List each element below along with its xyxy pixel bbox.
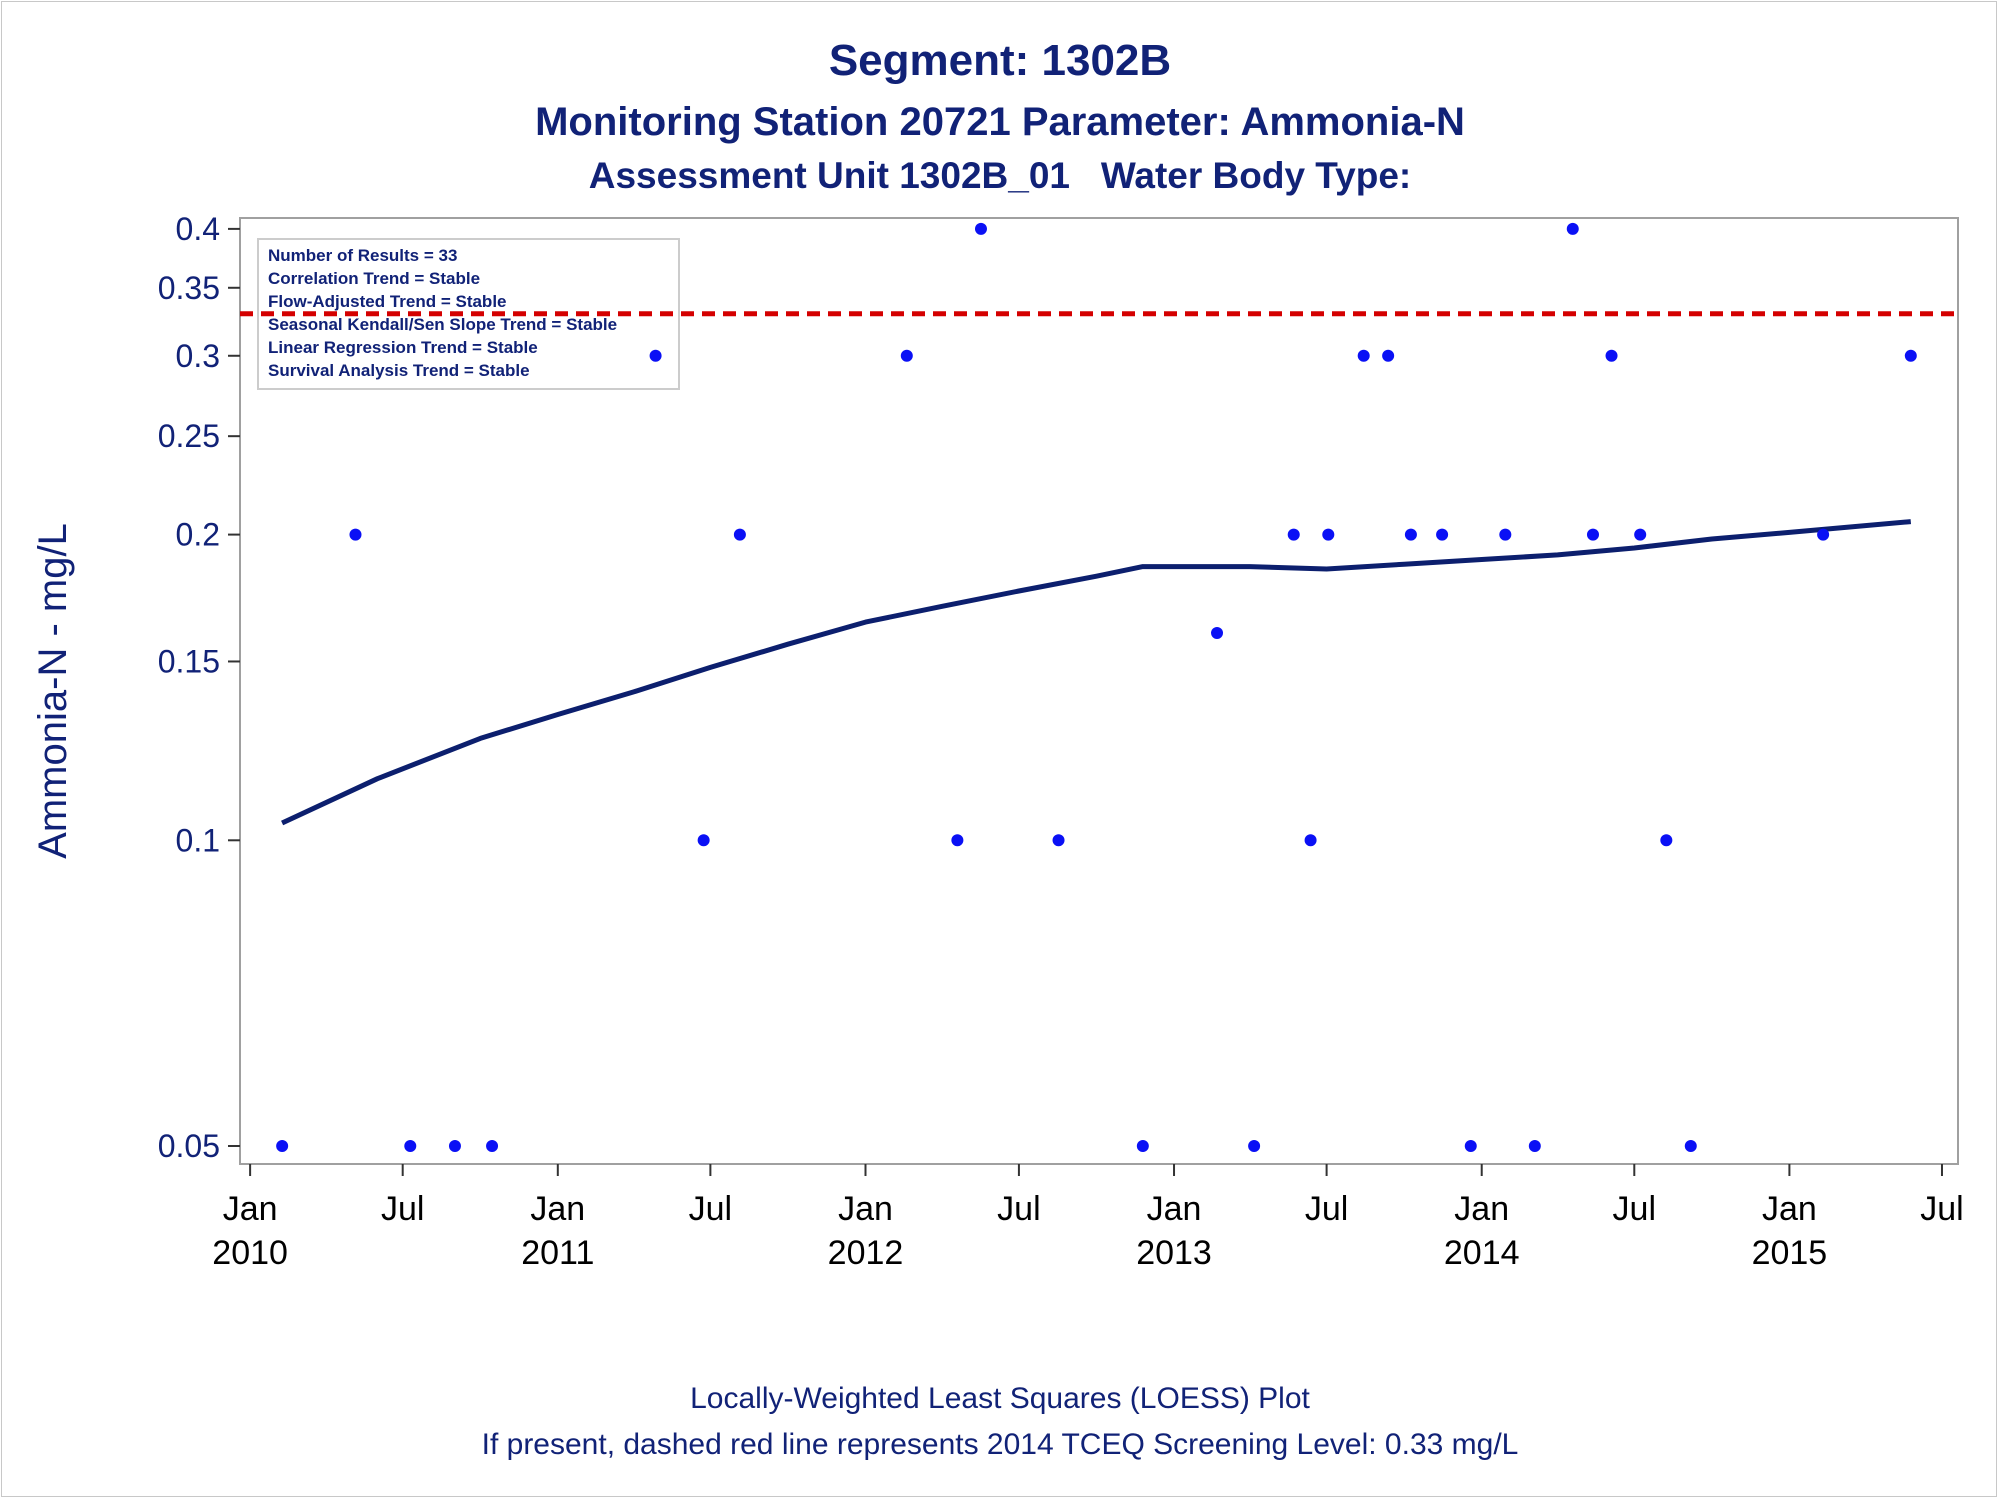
data-point xyxy=(349,528,362,541)
data-point xyxy=(1634,528,1647,541)
data-point xyxy=(697,834,710,847)
footnote-screening-level: If present, dashed red line represents 2… xyxy=(481,1428,1519,1461)
data-point xyxy=(1304,834,1317,847)
x-tick-label: Jan xyxy=(838,1190,893,1228)
loess-line xyxy=(281,519,1912,826)
x-tick-label: Jan xyxy=(1454,1190,1509,1228)
x-tick-label: Jan xyxy=(1147,1190,1202,1228)
data-point xyxy=(1248,1139,1261,1152)
data-point xyxy=(951,834,964,847)
chart-title: Segment: 1302B xyxy=(828,36,1172,85)
y-tick-label: 0.35 xyxy=(158,270,220,306)
stats-inset-line: Number of Results = 33 xyxy=(268,246,457,265)
x-tick-year-label: 2013 xyxy=(1136,1234,1212,1272)
data-point xyxy=(1464,1139,1477,1152)
stats-inset-line: Seasonal Kendall/Sen Slope Trend = Stabl… xyxy=(268,315,617,334)
data-point xyxy=(1357,349,1370,362)
y-tick-label: 0.1 xyxy=(176,822,220,858)
x-tick-label: Jan xyxy=(1762,1190,1817,1228)
x-tick-label: Jul xyxy=(381,1190,424,1228)
chart-subtitle-assessment: Assessment Unit 1302B_01 Water Body Type… xyxy=(588,155,1412,196)
x-tick-label: Jan xyxy=(223,1190,278,1228)
data-point xyxy=(1586,528,1599,541)
data-point xyxy=(1528,1139,1541,1152)
plot-area xyxy=(239,217,1959,1165)
data-point xyxy=(1052,834,1065,847)
x-tick-year-label: 2010 xyxy=(212,1234,288,1272)
x-tick-year-label: 2011 xyxy=(521,1234,594,1272)
data-point xyxy=(448,1139,461,1152)
data-point xyxy=(404,1139,417,1152)
stats-inset-line: Linear Regression Trend = Stable xyxy=(268,338,538,357)
y-tick-label: 0.4 xyxy=(176,211,220,247)
x-tick-label: Jul xyxy=(689,1190,732,1228)
stats-inset-box xyxy=(257,238,680,390)
data-point xyxy=(974,222,987,235)
data-point xyxy=(1136,1139,1149,1152)
data-point xyxy=(1684,1139,1697,1152)
x-tick-label: Jul xyxy=(1920,1190,1963,1228)
data-point xyxy=(1211,627,1224,640)
x-tick-label: Jan xyxy=(530,1190,585,1228)
data-point xyxy=(1817,528,1830,541)
data-point xyxy=(1404,528,1417,541)
stats-inset-line: Flow-Adjusted Trend = Stable xyxy=(268,292,507,311)
y-tick-label: 0.25 xyxy=(158,418,220,454)
data-point xyxy=(1566,222,1579,235)
y-axis-label: Ammonia-N - mg/L xyxy=(31,523,75,859)
y-tick-label: 0.15 xyxy=(158,643,220,679)
data-point xyxy=(1322,528,1335,541)
x-tick-label: Jul xyxy=(1305,1190,1348,1228)
y-tick-label: 0.3 xyxy=(176,338,220,374)
x-tick-year-label: 2012 xyxy=(828,1234,904,1272)
y-tick-label: 0.2 xyxy=(176,517,220,553)
data-point xyxy=(649,349,662,362)
stats-inset-line: Survival Analysis Trend = Stable xyxy=(268,361,530,380)
data-point xyxy=(1660,834,1673,847)
chart-subtitle-station: Monitoring Station 20721 Parameter: Ammo… xyxy=(535,100,1465,144)
x-tick-year-label: 2015 xyxy=(1752,1234,1828,1272)
y-tick-label: 0.05 xyxy=(158,1128,220,1164)
data-point xyxy=(486,1139,499,1152)
x-tick-label: Jul xyxy=(1613,1190,1656,1228)
data-point xyxy=(733,528,746,541)
data-point xyxy=(1287,528,1300,541)
data-point xyxy=(1904,349,1917,362)
data-point xyxy=(1382,349,1395,362)
data-point xyxy=(1436,528,1449,541)
footnote-loess: Locally-Weighted Least Squares (LOESS) P… xyxy=(690,1382,1310,1415)
x-tick-year-label: 2014 xyxy=(1444,1234,1520,1272)
data-point xyxy=(1499,528,1512,541)
data-point xyxy=(1605,349,1618,362)
data-point xyxy=(900,349,913,362)
x-tick-label: Jul xyxy=(997,1190,1040,1228)
stats-inset-line: Correlation Trend = Stable xyxy=(268,269,480,288)
data-point xyxy=(276,1139,289,1152)
